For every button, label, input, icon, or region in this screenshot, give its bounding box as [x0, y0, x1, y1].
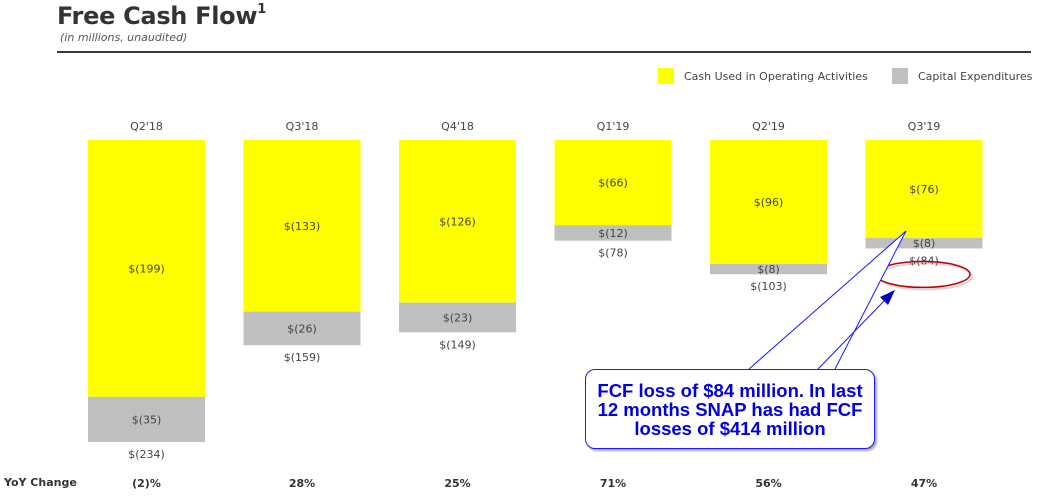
bar-operating [710, 140, 827, 264]
legend-swatch-yellow-icon [658, 68, 674, 84]
page-title: Free Cash Flow1 [57, 2, 266, 30]
yoy-value: (2)% [132, 477, 161, 490]
yoy-value: 71% [600, 477, 626, 490]
legend-swatch-grey-icon [892, 68, 908, 84]
callout-pointer [748, 230, 907, 370]
arrow-head-icon [880, 290, 895, 305]
annotation-callout: FCF loss of $84 million. In last 12 mont… [585, 369, 875, 449]
bar-operating [399, 140, 516, 303]
page-subtitle: (in millions, unaudited) [60, 31, 188, 44]
bar-operating [865, 140, 983, 239]
yoy-value: 56% [755, 477, 781, 490]
bar-capex [243, 311, 361, 346]
bar-label-operating: $(96) [754, 196, 784, 209]
bar-total-label: $(103) [750, 280, 787, 293]
yoy-row-label: YoY Change [4, 476, 77, 489]
yoy-value: 47% [911, 477, 937, 490]
bar-operating [554, 140, 672, 226]
yoy-value: 25% [444, 477, 470, 490]
bar-label-operating: $(126) [439, 215, 476, 228]
bar-total-label: $(159) [284, 351, 321, 364]
title-text: Free Cash Flow [57, 2, 258, 30]
legend-label: Cash Used in Operating Activities [684, 69, 868, 83]
bar-label-operating: $(199) [128, 262, 165, 275]
legend-item-capex: Capital Expenditures [892, 68, 1032, 84]
category-label: Q2'19 [752, 120, 785, 133]
bar-capex [865, 238, 983, 249]
callout-text: FCF loss of $84 million. In last 12 mont… [597, 379, 863, 439]
bar-label-operating: $(133) [284, 220, 321, 233]
bar-label-capex: $(8) [757, 263, 780, 276]
bar-capex [88, 396, 205, 442]
bar-total-label: $(149) [439, 338, 476, 351]
category-label: Q2'18 [130, 120, 163, 133]
bar-total-label: $(78) [598, 247, 628, 260]
bar-label-capex: $(12) [598, 227, 628, 240]
category-label: Q3'19 [908, 120, 941, 133]
bar-label-operating: $(76) [909, 183, 939, 196]
bar-label-capex: $(26) [287, 322, 317, 335]
bar-total-label: $(234) [128, 448, 165, 461]
bar-operating [88, 140, 205, 397]
bar-capex [399, 302, 516, 333]
bar-operating [243, 140, 361, 312]
legend-item-operating: Cash Used in Operating Activities [658, 68, 868, 84]
bar-capex [554, 225, 672, 241]
yoy-value: 28% [289, 477, 315, 490]
bar-label-capex: $(35) [132, 413, 162, 426]
bar-label-capex: $(8) [913, 237, 936, 250]
bar-label-capex: $(23) [443, 311, 473, 324]
bar-capex [710, 263, 827, 275]
category-label: Q1'19 [597, 120, 630, 133]
legend-label: Capital Expenditures [918, 69, 1033, 83]
arrow-line [817, 299, 886, 370]
category-label: Q4'18 [441, 120, 474, 133]
category-label: Q3'18 [286, 120, 319, 133]
bar-label-operating: $(66) [598, 177, 628, 190]
title-divider [57, 51, 1031, 53]
title-footnote-marker: 1 [257, 2, 266, 17]
